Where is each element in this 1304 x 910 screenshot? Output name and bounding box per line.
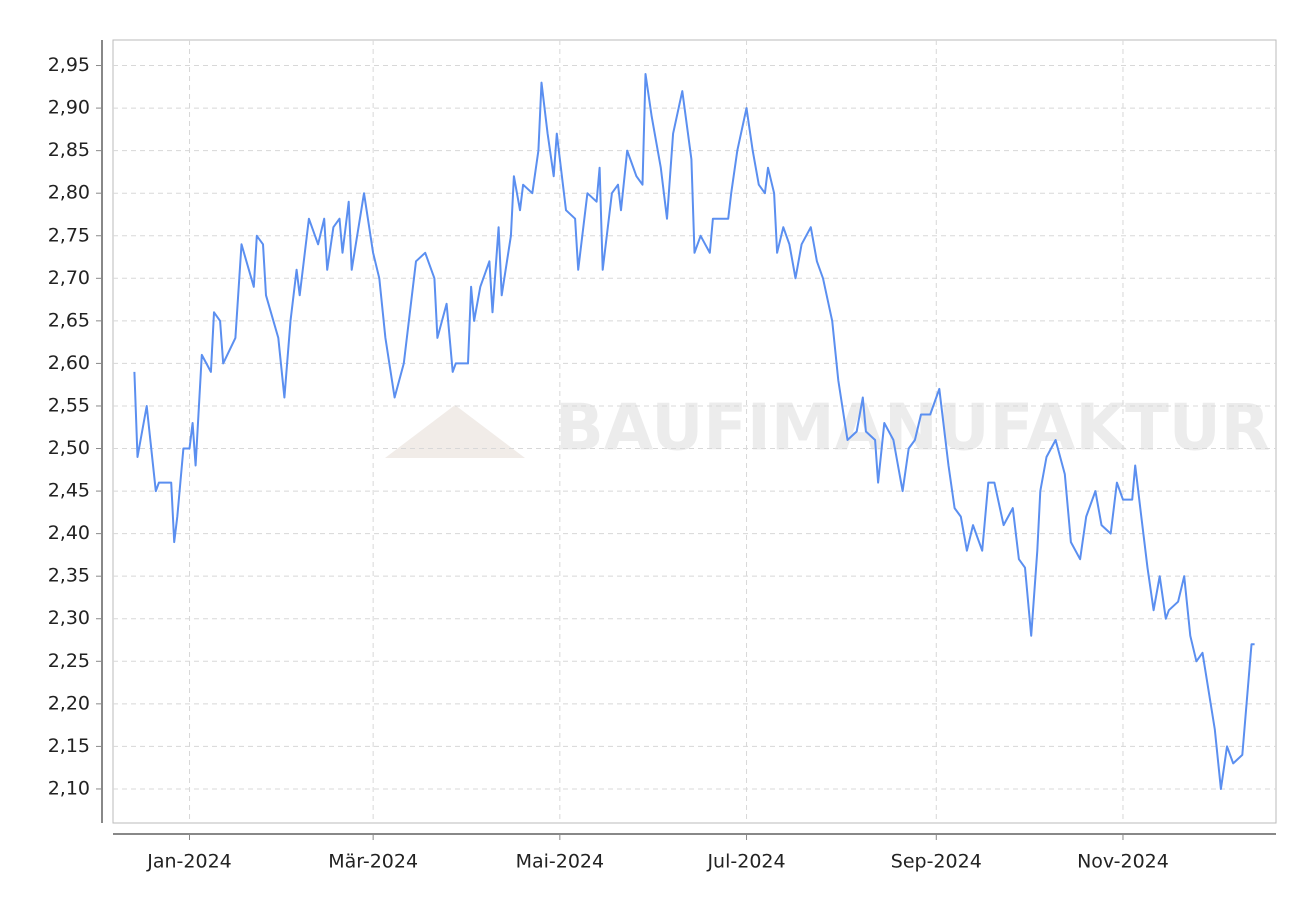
y-tick-label: 2,25 <box>48 650 90 672</box>
data-line <box>133 73 1255 790</box>
y-tick-label: 2,70 <box>48 267 90 289</box>
y-tick-label: 2,55 <box>48 394 90 416</box>
watermark-logo <box>385 405 525 458</box>
y-tick-label: 2,65 <box>48 309 90 331</box>
y-tick-label: 2,45 <box>48 480 90 502</box>
y-tick-label: 2,40 <box>48 522 90 544</box>
y-tick-label: 2,15 <box>48 735 90 757</box>
y-tick-label: 2,80 <box>48 182 90 204</box>
y-tick-label: 2,20 <box>48 692 90 714</box>
y-tick-label: 2,60 <box>48 352 90 374</box>
x-tick-label: Mai-2024 <box>516 851 605 873</box>
x-tick-label: Jul-2024 <box>706 851 785 873</box>
x-tick-label: Sep-2024 <box>891 851 982 873</box>
y-tick-label: 2,35 <box>48 565 90 587</box>
y-tick-label: 2,10 <box>48 777 90 799</box>
y-tick-label: 2,50 <box>48 437 90 459</box>
plot-area <box>112 39 1277 824</box>
y-tick-label: 2,75 <box>48 224 90 246</box>
watermark: BAUFIMANUFAKTUR <box>555 392 1270 466</box>
y-tick-label: 2,30 <box>48 607 90 629</box>
y-tick-label: 2,90 <box>48 97 90 119</box>
x-tick-label: Jan-2024 <box>146 851 232 873</box>
x-tick-label: Nov-2024 <box>1077 851 1169 873</box>
x-tick-label: Mär-2024 <box>328 851 418 873</box>
y-tick-label: 2,85 <box>48 139 90 161</box>
y-tick-label: 2,95 <box>48 54 90 76</box>
